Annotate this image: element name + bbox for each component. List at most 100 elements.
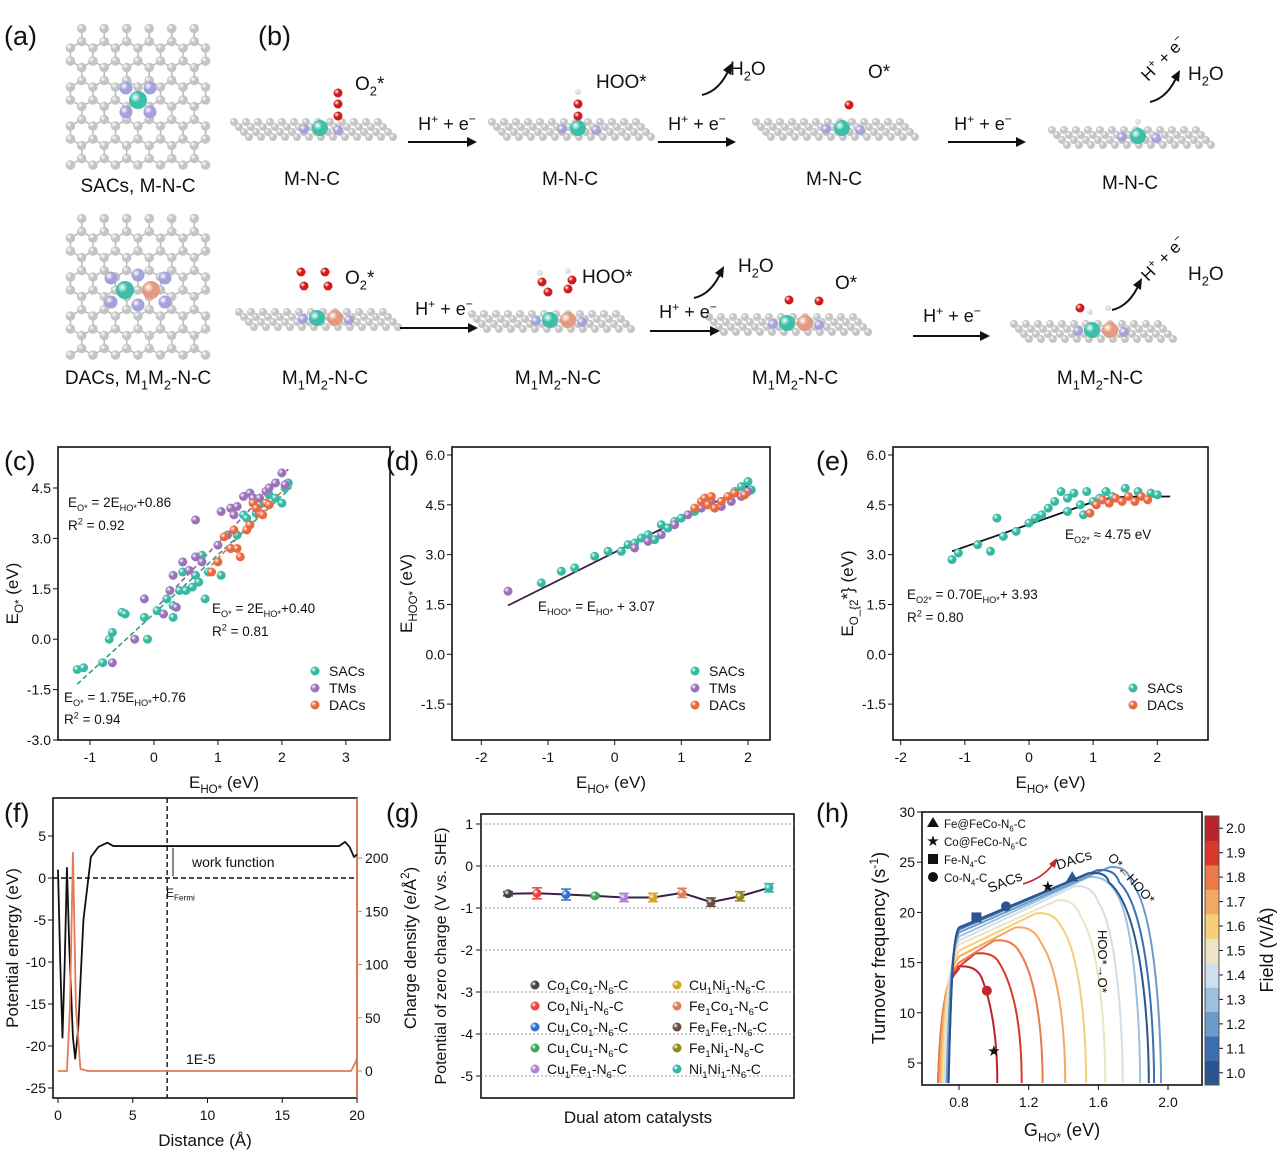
y2-tick-label: 200 <box>365 850 389 866</box>
carbon-atom <box>1156 126 1164 134</box>
carbon-atom <box>500 118 508 126</box>
carbon-atom <box>365 318 373 326</box>
oxygen-atom <box>333 99 343 109</box>
carbon-atom <box>813 313 821 321</box>
data-point-sacs <box>216 570 226 580</box>
metal-atom <box>834 120 850 136</box>
carbon-atom <box>155 311 166 321</box>
carbon-atom <box>1197 131 1205 139</box>
carbon-atom <box>606 128 614 136</box>
oxygen-atom <box>296 267 306 277</box>
data-point-sacs <box>616 546 626 556</box>
legend-marker <box>530 1064 540 1074</box>
data-point-sacs <box>643 530 653 540</box>
hydrogen-atom <box>1135 119 1141 125</box>
carbon-atom <box>155 246 166 256</box>
y-tick-label: -10 <box>26 954 46 970</box>
data-point-tms <box>165 585 175 595</box>
y2-tick-label: 150 <box>365 903 389 919</box>
arrow-head <box>1016 137 1026 147</box>
y-tick-label: -3 <box>461 984 474 1000</box>
carbon-atom <box>517 123 525 131</box>
y-tick-label: 6.0 <box>867 447 887 463</box>
legend-marker-triangle <box>927 817 939 827</box>
carbon-atom <box>99 213 110 224</box>
x-tick-label: 0 <box>150 749 158 765</box>
step-label: H+​ + e−​ <box>418 112 476 134</box>
data-point-tms <box>280 480 290 490</box>
carbon-atom <box>1060 126 1068 134</box>
data-point-sacs <box>953 548 963 558</box>
carbon-atom <box>76 304 87 315</box>
carbon-atom <box>896 118 904 126</box>
carbon-atom <box>65 134 76 144</box>
carbon-atom <box>1207 141 1215 149</box>
carbon-atom <box>240 128 248 136</box>
fit-r2-dacs: R2​ = 0.81 <box>212 623 269 639</box>
carbon-atom <box>1034 320 1042 328</box>
hydrogen-atom <box>1087 309 1093 315</box>
carbon-atom <box>155 82 166 92</box>
catalyst-label: M-N-C <box>1102 173 1158 194</box>
carbon-atom <box>88 134 98 144</box>
y-tick-label: -15 <box>26 996 46 1012</box>
species-h2o: H2​O <box>1188 64 1224 89</box>
data-point-tms <box>696 503 706 513</box>
carbon-atom <box>133 160 143 170</box>
carbon-atom <box>1157 335 1165 343</box>
x-tick-label: 5 <box>129 1107 137 1123</box>
carbon-atom <box>355 123 363 131</box>
carbon-atom <box>133 324 143 334</box>
carbon-atom <box>200 56 211 66</box>
carbon-atom <box>1147 325 1155 333</box>
carbon-atom <box>1190 136 1198 144</box>
hydrogen-atom <box>565 268 571 274</box>
carbon-atom <box>155 56 166 66</box>
carbon-atom <box>88 285 98 295</box>
carbon-atom <box>144 304 155 315</box>
carbon-atom <box>1053 131 1061 139</box>
carbon-atom <box>278 118 286 126</box>
carbon-atom <box>847 323 855 331</box>
carbon-atom <box>830 318 838 326</box>
legend-label: Fe-N4​-C <box>944 855 986 869</box>
carbon-atom <box>76 252 87 263</box>
nitrogen-atom <box>1073 326 1083 336</box>
metal-atom <box>570 120 586 136</box>
carbon-atom <box>765 313 773 321</box>
catalyst-label: M1​M2​-N-C <box>1057 368 1143 393</box>
data-point-sacs <box>79 663 89 673</box>
density-level-label: 1E-5 <box>186 1051 216 1067</box>
carbon-atom <box>865 123 873 131</box>
carbon-atom <box>1140 330 1148 338</box>
carbon-atom <box>791 133 799 141</box>
carbon-atom <box>133 56 143 66</box>
carbon-atom <box>779 133 787 141</box>
nitrogen-atom <box>333 125 343 135</box>
data-point-sacs <box>636 533 646 543</box>
carbon-atom <box>1075 141 1083 149</box>
carbon-atom <box>88 121 98 131</box>
x-axis-label: GHO*​ (eV) <box>1024 1120 1100 1144</box>
colorbar-segment <box>1205 962 1219 988</box>
panel-g-pzc: -5 -4 -3 -2 -1 0 1 Potential of zero charge (V … <box>433 813 795 1127</box>
x-tick-label: 10 <box>200 1107 216 1123</box>
colorbar-frame <box>1204 815 1220 1086</box>
panel-h-tof: 0.8 1.2 1.6 2.0 5 10 15 20 25 30 GHO*​ (eV) Turnove… <box>867 804 1277 1144</box>
nitrogen-atom <box>299 124 309 134</box>
carbon-atom <box>99 101 110 112</box>
legend-marker <box>310 700 320 710</box>
data-point-dacs <box>706 491 716 501</box>
data-point-sacs <box>947 555 957 565</box>
x-tick-label: 2 <box>744 749 752 765</box>
carbon-atom <box>346 323 354 331</box>
carbon-atom <box>901 123 909 131</box>
y-tick-label: -1.5 <box>862 696 886 712</box>
panel-d-scatter: -2 -1 0 1 2 -1.5 0.0 1.5 3.0 4.5 6.0 EHO*​ (eV) EHOO… <box>397 446 771 796</box>
carbon-atom <box>121 23 132 34</box>
carbon-atom <box>877 123 885 131</box>
carbon-atom <box>155 95 166 105</box>
carbon-atom <box>1020 330 1028 338</box>
carbon-atom <box>851 133 859 141</box>
carbon-atom <box>1180 126 1188 134</box>
